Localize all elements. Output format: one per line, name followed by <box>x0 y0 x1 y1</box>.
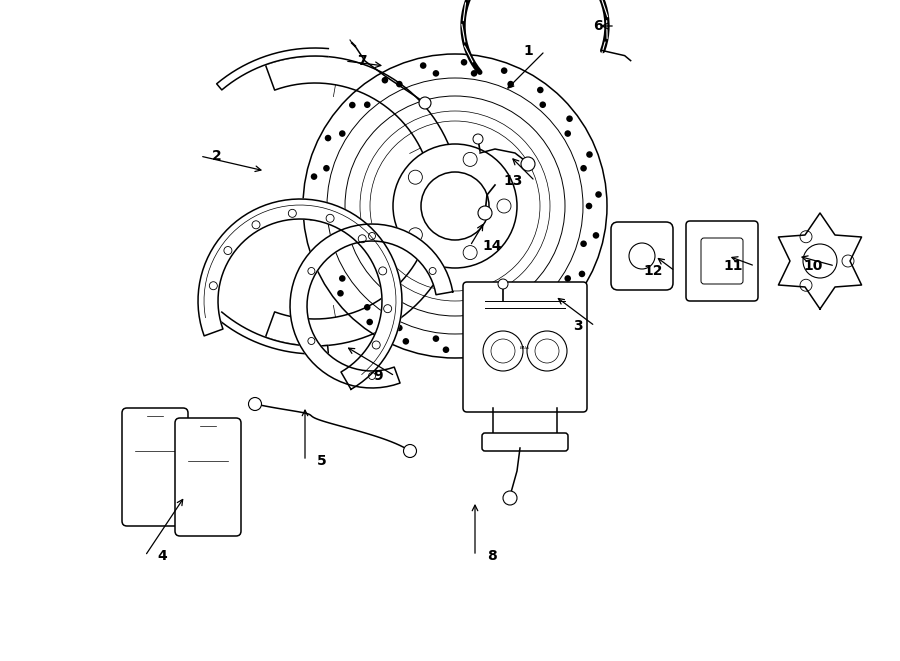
Circle shape <box>521 157 535 171</box>
Circle shape <box>580 241 587 247</box>
FancyBboxPatch shape <box>686 221 758 301</box>
Circle shape <box>537 87 544 93</box>
FancyBboxPatch shape <box>463 282 587 412</box>
Circle shape <box>595 191 602 198</box>
Circle shape <box>539 101 546 108</box>
Circle shape <box>498 279 508 289</box>
Circle shape <box>248 397 262 410</box>
Circle shape <box>403 444 417 457</box>
Polygon shape <box>198 199 402 389</box>
Text: 6: 6 <box>593 19 603 33</box>
Circle shape <box>303 54 607 358</box>
Circle shape <box>483 343 490 350</box>
Circle shape <box>308 214 315 221</box>
Circle shape <box>503 491 517 505</box>
Circle shape <box>318 203 324 210</box>
Circle shape <box>409 170 422 184</box>
Circle shape <box>433 335 439 342</box>
Circle shape <box>539 304 546 311</box>
Text: BAIA: BAIA <box>520 346 530 350</box>
Circle shape <box>339 275 346 282</box>
Text: 1: 1 <box>523 44 533 58</box>
Text: 9: 9 <box>374 369 383 383</box>
Circle shape <box>461 59 467 65</box>
Circle shape <box>366 319 373 325</box>
Text: 12: 12 <box>644 264 663 278</box>
FancyBboxPatch shape <box>122 408 188 526</box>
Circle shape <box>564 130 571 137</box>
Polygon shape <box>266 56 460 346</box>
Circle shape <box>338 290 344 297</box>
Circle shape <box>593 232 599 239</box>
FancyBboxPatch shape <box>611 222 673 290</box>
Circle shape <box>586 151 593 158</box>
Circle shape <box>580 165 587 172</box>
Circle shape <box>325 135 331 141</box>
Circle shape <box>508 81 514 87</box>
Circle shape <box>464 246 477 260</box>
Text: 3: 3 <box>573 319 583 333</box>
Text: 10: 10 <box>804 259 823 273</box>
Circle shape <box>508 325 514 331</box>
Circle shape <box>339 130 346 137</box>
Circle shape <box>396 325 402 331</box>
FancyBboxPatch shape <box>175 418 241 536</box>
Circle shape <box>317 254 324 261</box>
Circle shape <box>527 331 567 371</box>
Circle shape <box>396 81 402 87</box>
Circle shape <box>522 329 528 335</box>
Circle shape <box>478 206 492 220</box>
Circle shape <box>554 303 561 310</box>
Text: 4: 4 <box>157 549 166 563</box>
Polygon shape <box>217 48 328 90</box>
Circle shape <box>471 70 477 77</box>
Circle shape <box>323 165 329 172</box>
Polygon shape <box>290 224 453 388</box>
Circle shape <box>471 335 477 342</box>
Circle shape <box>409 228 422 242</box>
Circle shape <box>473 134 483 144</box>
Text: 14: 14 <box>482 239 501 253</box>
Circle shape <box>310 173 318 180</box>
Polygon shape <box>217 312 328 354</box>
Circle shape <box>433 70 439 77</box>
Circle shape <box>419 97 431 109</box>
Circle shape <box>402 338 410 344</box>
FancyBboxPatch shape <box>482 433 568 451</box>
Circle shape <box>382 77 388 83</box>
Text: 11: 11 <box>724 259 743 273</box>
Polygon shape <box>778 213 861 309</box>
Circle shape <box>323 241 329 247</box>
Circle shape <box>420 62 427 69</box>
Circle shape <box>443 346 449 353</box>
Circle shape <box>501 67 508 74</box>
Circle shape <box>566 116 572 122</box>
Circle shape <box>579 270 585 277</box>
Text: 8: 8 <box>487 549 497 563</box>
Circle shape <box>586 203 592 210</box>
Text: 2: 2 <box>212 149 221 163</box>
Circle shape <box>393 144 517 268</box>
Circle shape <box>349 102 356 108</box>
FancyBboxPatch shape <box>701 238 743 284</box>
Circle shape <box>483 331 523 371</box>
Circle shape <box>497 199 511 213</box>
Text: 5: 5 <box>317 454 327 468</box>
Text: 13: 13 <box>504 174 523 188</box>
Circle shape <box>364 101 371 108</box>
Text: 7: 7 <box>357 54 366 68</box>
Circle shape <box>464 153 477 167</box>
Circle shape <box>364 304 371 311</box>
Circle shape <box>564 275 571 282</box>
